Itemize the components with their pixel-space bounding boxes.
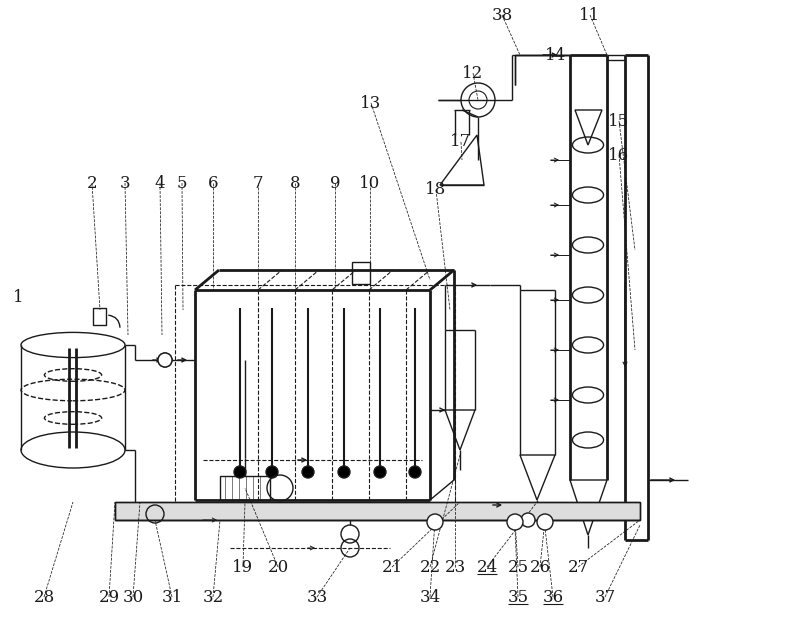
Text: 4: 4 (154, 175, 166, 191)
Text: 34: 34 (419, 589, 441, 605)
Text: 13: 13 (360, 94, 382, 112)
Text: 14: 14 (546, 46, 566, 64)
Text: 8: 8 (290, 175, 300, 191)
Text: 11: 11 (579, 6, 601, 24)
Text: 16: 16 (609, 146, 630, 164)
Text: 27: 27 (567, 559, 589, 575)
Text: 25: 25 (507, 559, 529, 575)
Circle shape (537, 514, 553, 530)
Text: 30: 30 (122, 589, 144, 605)
Text: 36: 36 (542, 589, 563, 605)
Circle shape (427, 514, 443, 530)
Text: 3: 3 (120, 175, 130, 191)
Text: 7: 7 (253, 175, 263, 191)
Text: 32: 32 (202, 589, 224, 605)
Circle shape (521, 513, 535, 527)
Text: 21: 21 (382, 559, 402, 575)
Text: 33: 33 (306, 589, 328, 605)
Text: 28: 28 (34, 589, 54, 605)
Text: 15: 15 (609, 112, 630, 130)
Text: 22: 22 (419, 559, 441, 575)
Circle shape (234, 466, 246, 478)
Text: 10: 10 (359, 175, 381, 191)
Bar (93, 308, 106, 325)
Bar (115, 502, 640, 520)
Text: 6: 6 (208, 175, 218, 191)
Text: 20: 20 (267, 559, 289, 575)
Text: 1: 1 (13, 290, 23, 306)
Text: 17: 17 (450, 134, 472, 150)
Text: 12: 12 (462, 64, 484, 82)
Circle shape (266, 466, 278, 478)
Circle shape (374, 466, 386, 478)
Text: 37: 37 (594, 589, 616, 605)
Text: 19: 19 (233, 559, 254, 575)
Bar (220, 476, 270, 500)
Text: 31: 31 (162, 589, 182, 605)
Text: 5: 5 (177, 175, 187, 191)
Circle shape (302, 466, 314, 478)
Text: 2: 2 (86, 175, 98, 191)
Circle shape (409, 466, 421, 478)
Text: 24: 24 (476, 559, 498, 575)
Text: 38: 38 (491, 6, 513, 24)
Text: 23: 23 (444, 559, 466, 575)
Text: 29: 29 (98, 589, 119, 605)
Circle shape (338, 466, 350, 478)
Bar (115, 502, 640, 520)
Circle shape (507, 514, 523, 530)
Text: 18: 18 (426, 182, 446, 198)
Bar (352, 262, 370, 284)
Circle shape (158, 353, 172, 367)
Circle shape (158, 353, 172, 367)
Text: 26: 26 (530, 559, 550, 575)
Text: 35: 35 (507, 589, 529, 605)
Text: 9: 9 (330, 175, 340, 191)
